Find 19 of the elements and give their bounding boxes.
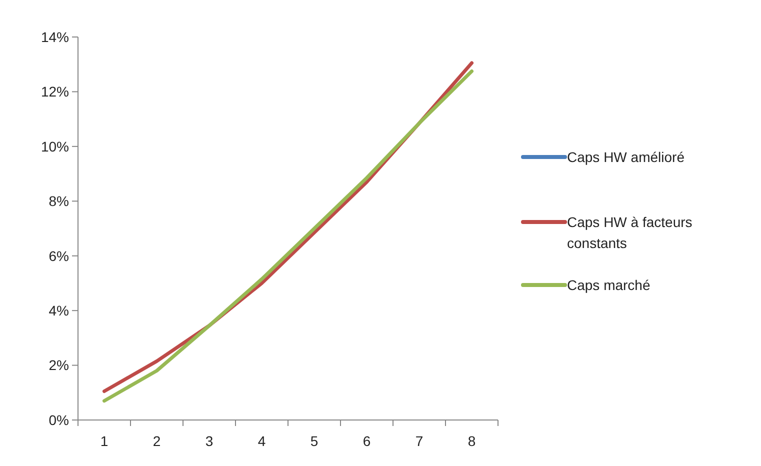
- y-tick-label: 2%: [48, 357, 69, 374]
- y-tick-label: 14%: [40, 28, 69, 45]
- y-tick-label: 8%: [48, 193, 69, 210]
- y-tick-label: 6%: [48, 248, 69, 264]
- legend-label: Caps HW à facteurs constants: [567, 214, 692, 251]
- x-tick-label: 8: [468, 433, 476, 449]
- y-tick-label: 12%: [40, 84, 69, 100]
- x-tick-label: 3: [205, 433, 214, 449]
- y-tick-label: 4%: [48, 302, 69, 318]
- x-tick-label: 4: [258, 433, 266, 449]
- x-tick-label: 6: [362, 433, 371, 449]
- legend-label: Caps marché: [567, 276, 650, 293]
- x-tick-label: 5: [310, 433, 318, 449]
- y-tick-label: 0%: [48, 412, 69, 428]
- x-tick-label: 1: [100, 433, 108, 449]
- x-tick-label: 7: [415, 433, 424, 449]
- x-tick-label: 2: [152, 433, 161, 449]
- y-tick-label: 10%: [40, 138, 69, 154]
- legend-label: Caps HW amélioré: [567, 148, 685, 165]
